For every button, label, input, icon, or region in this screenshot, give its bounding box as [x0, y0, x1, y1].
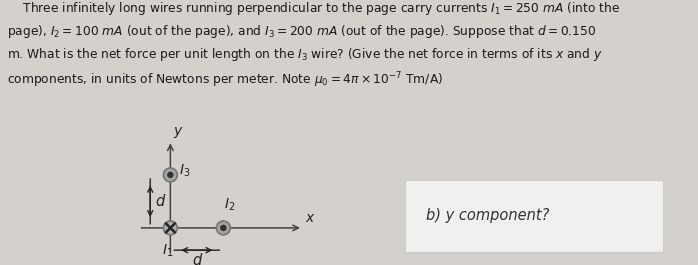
Text: d: d — [192, 253, 202, 265]
Text: $I_2$: $I_2$ — [225, 197, 236, 213]
Text: x: x — [306, 211, 314, 225]
Circle shape — [221, 225, 226, 231]
Text: $I_3$: $I_3$ — [179, 162, 191, 179]
Text: d: d — [156, 194, 165, 209]
Circle shape — [163, 168, 177, 182]
Circle shape — [168, 172, 173, 178]
Text: $I_1$: $I_1$ — [162, 243, 173, 259]
Text: b) y component?: b) y component? — [426, 209, 549, 223]
Circle shape — [163, 221, 177, 235]
Text: Three infinitely long wires running perpendicular to the page carry currents $I_: Three infinitely long wires running perp… — [7, 0, 620, 90]
Text: y: y — [173, 124, 181, 138]
Circle shape — [216, 221, 230, 235]
